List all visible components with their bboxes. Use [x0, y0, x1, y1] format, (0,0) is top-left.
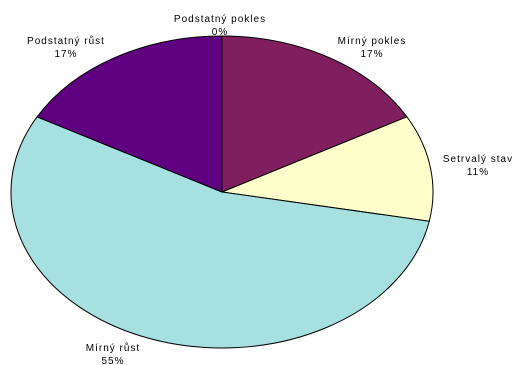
slice-label-podstatny-rust: Podstatný růst [27, 35, 105, 47]
slice-label-mirny-rust: Mírný růst [86, 342, 140, 354]
slice-value-setrvaly-stav: 11% [467, 167, 489, 178]
pie-slice-setrvaly-stav [220, 116, 434, 222]
pie-slices [10, 35, 434, 349]
slice-label-setrvaly-stav: Setrvalý stav [443, 154, 513, 165]
slice-value-podstatny-pokles: 0% [212, 27, 228, 38]
slice-value-podstatny-rust: 17% [54, 49, 77, 60]
pie-slice-mirny-rust [10, 116, 430, 349]
slice-value-mirny-pokles: 17% [360, 49, 383, 60]
pie-slice-podstatny-rust [36, 35, 223, 193]
slice-label-podstatny-pokles: Podstatný pokles [174, 14, 266, 25]
slice-label-mirny-pokles: Mírný pokles [338, 36, 407, 47]
pie-slice-mirny-pokles [221, 35, 408, 193]
slice-value-mirny-rust: 55% [101, 356, 124, 365]
pie-labels: Podstatný pokles 0% Mírný pokles 17% Set… [27, 14, 513, 365]
